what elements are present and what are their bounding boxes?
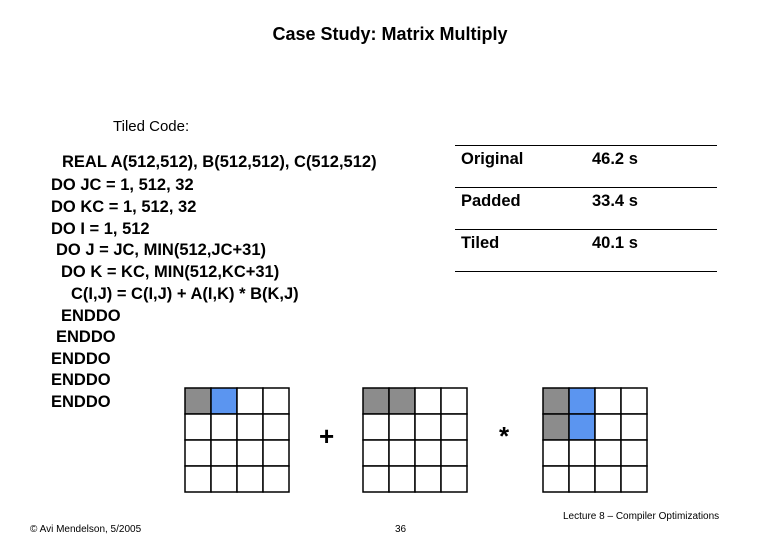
version-cell: Original	[455, 145, 586, 188]
matrix-cell	[620, 439, 648, 467]
matrix-a-svg	[362, 387, 468, 493]
matrix-cell	[236, 413, 264, 441]
matrix-cell	[262, 465, 290, 493]
matrix-cell	[542, 465, 570, 493]
matrix-cell	[414, 387, 442, 415]
matrix-cell	[440, 465, 468, 493]
matrix-cell	[236, 439, 264, 467]
matrix-cell	[440, 439, 468, 467]
slide-title: Case Study: Matrix Multiply	[272, 24, 508, 44]
matrix-cell	[262, 387, 290, 415]
matrix-cell	[210, 465, 238, 493]
code-line: DO J = JC, MIN(512,JC+31)	[56, 241, 267, 259]
tiled-code-heading: Tiled Code:	[113, 118, 190, 135]
code-line: C(I,J) = C(I,J) + A(I,K) * B(K,J)	[71, 285, 299, 303]
matrix-cell	[388, 387, 416, 415]
matrix-cell	[388, 439, 416, 467]
matrix-cell	[594, 387, 622, 415]
matrix-cell	[362, 439, 390, 467]
code-line: ENDDO	[51, 393, 111, 411]
plus-operator: +	[319, 421, 335, 451]
matrix-cell	[440, 413, 468, 441]
matrix-cell	[594, 439, 622, 467]
matrix-c-grid	[184, 387, 291, 494]
matrix-cell	[568, 439, 596, 467]
matrix-cell	[362, 465, 390, 493]
code-line: ENDDO	[51, 371, 111, 389]
matrix-cell	[594, 413, 622, 441]
table-row: Original 46.2 s	[455, 145, 717, 188]
matrix-cell	[262, 413, 290, 441]
matrix-cell	[440, 387, 468, 415]
matrix-cell	[594, 465, 622, 493]
matrix-cell	[184, 413, 212, 441]
matrix-cell	[620, 387, 648, 415]
matrix-cell	[568, 465, 596, 493]
version-cell: Tiled	[455, 229, 586, 272]
code-line: ENDDO	[56, 328, 116, 346]
matrix-cell	[414, 439, 442, 467]
matrix-cell	[362, 413, 390, 441]
matrix-cell	[388, 413, 416, 441]
footer-lecture: Lecture 8 – Compiler Optimizations	[563, 511, 720, 522]
matrix-cell	[542, 387, 570, 415]
matrix-cell	[542, 413, 570, 441]
matrix-b-svg	[542, 387, 648, 493]
time-cell: 46.2 s	[586, 145, 717, 188]
matrix-cell	[388, 465, 416, 493]
matrix-cell	[362, 387, 390, 415]
matrix-cell	[262, 439, 290, 467]
matrix-cell	[568, 413, 596, 441]
matrix-cell	[210, 413, 238, 441]
times-operator: *	[499, 421, 510, 451]
time-cell: 40.1 s	[586, 229, 717, 272]
code-line: DO I = 1, 512	[51, 220, 150, 238]
matrix-cell	[542, 439, 570, 467]
matrix-cell	[568, 387, 596, 415]
code-line: DO KC = 1, 512, 32	[51, 198, 197, 216]
time-cell: 33.4 s	[586, 187, 717, 230]
table-row: Padded 33.4 s	[455, 187, 717, 230]
matrix-a-grid	[362, 387, 469, 494]
results-table: Original 46.2 s Padded 33.4 s Tiled 40.1…	[455, 145, 717, 272]
table-row: Tiled 40.1 s	[455, 229, 717, 272]
matrix-c-svg	[184, 387, 290, 493]
code-line: ENDDO	[51, 350, 111, 368]
code-line: ENDDO	[61, 307, 121, 325]
matrix-cell	[414, 413, 442, 441]
matrix-cell	[620, 413, 648, 441]
matrix-cell	[210, 387, 238, 415]
matrix-cell	[184, 439, 212, 467]
code-line: DO K = KC, MIN(512,KC+31)	[61, 263, 280, 281]
footer-page-number: 36	[395, 524, 407, 535]
code-line: DO JC = 1, 512, 32	[51, 176, 194, 194]
code-line: REAL A(512,512), B(512,512), C(512,512)	[62, 153, 377, 171]
matrix-cell	[184, 387, 212, 415]
matrix-cell	[414, 465, 442, 493]
matrix-cell	[236, 387, 264, 415]
matrix-cell	[210, 439, 238, 467]
matrix-cell	[236, 465, 264, 493]
matrix-cell	[184, 465, 212, 493]
matrix-b-grid	[542, 387, 649, 494]
footer-author: © Avi Mendelson, 5/2005	[30, 524, 142, 535]
matrix-cell	[620, 465, 648, 493]
version-cell: Padded	[455, 187, 586, 230]
